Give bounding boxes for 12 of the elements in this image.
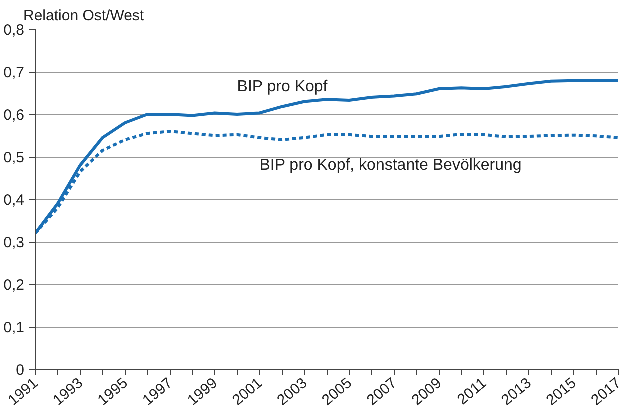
series-label: BIP pro Kopf	[237, 78, 328, 96]
y-tick-label: 0,2	[4, 277, 25, 294]
series-label: BIP pro Kopf, konstante Bevölkerung	[260, 157, 522, 174]
y-tick-label: 0,1	[4, 320, 25, 336]
y-tick-label: 0	[16, 362, 24, 379]
y-tick-label: 0,7	[4, 64, 25, 82]
y-tick-label: 0,4	[4, 192, 25, 209]
y-tick-label: 0,3	[4, 234, 25, 252]
y-axis-title: Relation Ost/West	[24, 8, 145, 24]
y-tick-label: 0,6	[4, 107, 25, 124]
y-tick-label: 0,8	[4, 22, 25, 39]
y-tick-label: 0,5	[4, 150, 25, 166]
